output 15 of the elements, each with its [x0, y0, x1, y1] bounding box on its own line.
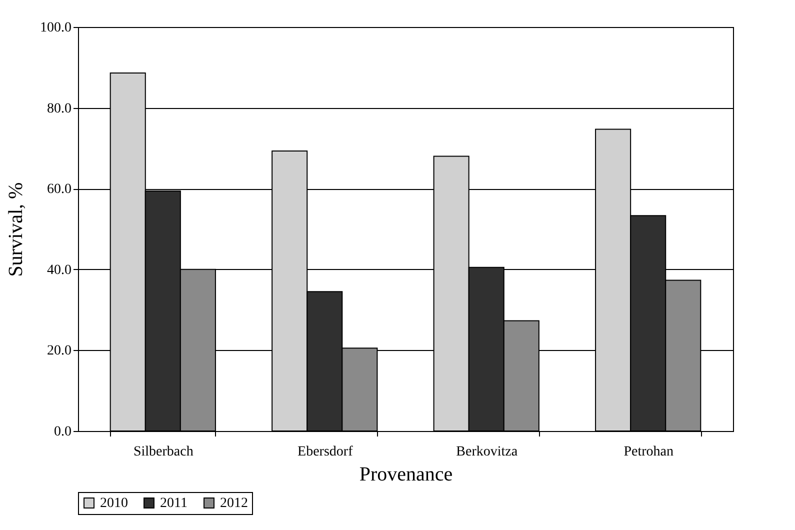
x-tick-label: Silberbach [133, 444, 194, 460]
y-tick-label: 60.0 [47, 182, 72, 198]
y-tick-label: 20.0 [47, 344, 72, 359]
legend-label: 2011 [160, 496, 188, 511]
x-axis-title: Provenance [359, 464, 453, 486]
y-tick-label: 80.0 [47, 101, 72, 116]
y-tick-label: 100.0 [40, 20, 72, 36]
legend-label: 2012 [220, 496, 248, 511]
y-axis-title: Survival, % [5, 182, 27, 277]
x-tick-label: Berkovitza [456, 444, 518, 460]
x-tick-label: Petrohan [624, 444, 674, 460]
legend-label: 2010 [100, 496, 128, 511]
x-tick-label: Ebersdorf [298, 444, 354, 460]
y-tick-label: 0.0 [54, 424, 72, 440]
y-tick-label: 40.0 [47, 262, 72, 278]
